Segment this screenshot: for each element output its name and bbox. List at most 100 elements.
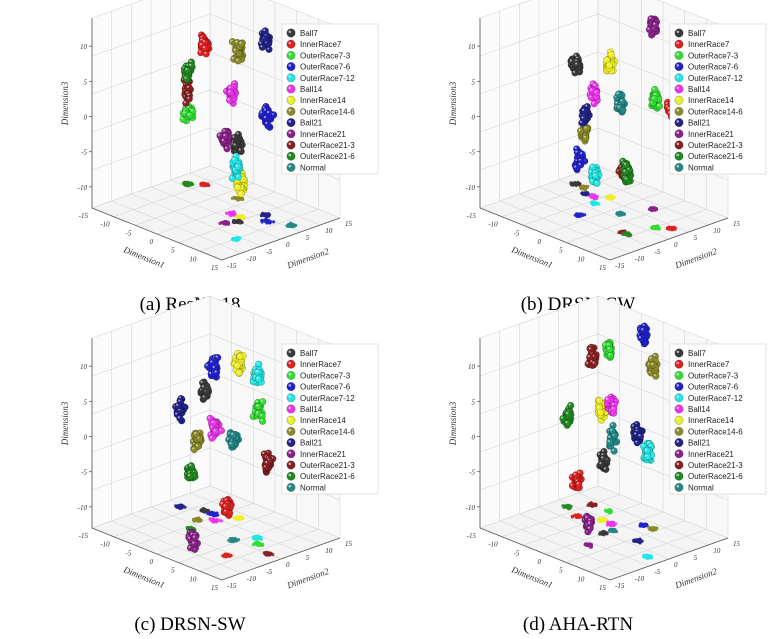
point-highlight xyxy=(236,132,239,135)
x-tick-label: -5 xyxy=(513,549,519,557)
legend-swatch-outerrace7-6 xyxy=(674,62,684,72)
point-highlight xyxy=(255,370,258,373)
point-highlight xyxy=(186,85,190,88)
data-point xyxy=(209,419,218,427)
y-tick-label: -15 xyxy=(227,582,237,590)
data-point xyxy=(230,133,238,142)
shadow-point xyxy=(608,528,612,532)
y-tick-label: -5 xyxy=(266,248,272,256)
z-axis-label: Dimension3 xyxy=(60,81,70,126)
data-point xyxy=(227,440,236,448)
shadow-point xyxy=(194,519,198,523)
data-point xyxy=(580,107,588,115)
point-highlight xyxy=(593,173,596,176)
data-point xyxy=(258,417,267,425)
point-highlight xyxy=(616,92,619,95)
shadow-point xyxy=(652,225,656,229)
shadow-point xyxy=(231,213,236,217)
point-highlight xyxy=(209,436,213,439)
z-tick-label: 5 xyxy=(84,398,88,406)
z-tick-label: -5 xyxy=(469,469,475,477)
y-tick-label: -5 xyxy=(654,248,660,256)
shadow-point xyxy=(592,503,597,507)
shadow-point xyxy=(221,554,225,558)
shadow-point xyxy=(232,238,237,242)
legend-swatch-highlight xyxy=(676,142,680,146)
data-point xyxy=(591,172,599,180)
floor-gridline xyxy=(190,172,321,226)
point-highlight xyxy=(594,90,597,93)
legend-swatch-highlight xyxy=(288,120,292,123)
point-highlight xyxy=(224,146,228,149)
data-point xyxy=(254,402,262,411)
shadow-point xyxy=(241,516,245,520)
z-tick-label: 10 xyxy=(468,43,476,51)
legend-swatch-highlight xyxy=(288,64,292,67)
point-highlight xyxy=(230,176,233,179)
point-highlight xyxy=(192,541,195,544)
data-point xyxy=(615,103,624,112)
legend-swatch-highlight xyxy=(288,97,292,101)
legend-label-outerrace21-6: OuterRace21-6 xyxy=(300,152,355,161)
data-point xyxy=(200,383,208,391)
legend-label-ball21: Ball21 xyxy=(688,119,711,128)
shadow-outerrace21-6 xyxy=(182,180,194,188)
shadow-point xyxy=(594,196,599,201)
point-highlight xyxy=(592,361,595,364)
point-highlight xyxy=(585,104,588,107)
legend-swatch-highlight xyxy=(288,361,292,365)
y-axis-label: Dimension2 xyxy=(673,246,719,271)
legend-swatch-ball14 xyxy=(674,84,684,94)
legend-label-ball14: Ball14 xyxy=(688,85,711,94)
shadow-point xyxy=(271,552,275,557)
legend-label-innerrace7: InnerRace7 xyxy=(688,40,730,49)
legend-label-normal: Normal xyxy=(688,163,714,172)
point-highlight xyxy=(226,437,229,440)
legend-swatch-outerrace14-6 xyxy=(286,426,296,436)
legend-swatch-highlight xyxy=(676,75,680,78)
point-highlight xyxy=(233,154,237,157)
y-tick-label: -15 xyxy=(615,262,625,270)
data-point xyxy=(200,393,209,402)
shadow-point xyxy=(223,220,227,224)
point-highlight xyxy=(235,164,238,167)
legend-swatch-outerrace14-6 xyxy=(286,106,296,116)
y-tick-label: 15 xyxy=(345,540,353,548)
point-highlight xyxy=(238,191,242,195)
data-point xyxy=(265,109,273,117)
shadow-point xyxy=(641,524,645,529)
shadow-point xyxy=(595,201,599,205)
shadow-ball14 xyxy=(224,210,238,217)
data-point xyxy=(590,100,598,108)
point-highlight xyxy=(234,363,238,366)
point-highlight xyxy=(215,355,218,358)
point-highlight xyxy=(223,133,226,137)
point-highlight xyxy=(178,399,181,402)
y-tick-label: 15 xyxy=(345,220,353,228)
z-tick-label: -10 xyxy=(466,184,476,192)
data-point xyxy=(182,75,191,83)
legend-swatch-innerrace7 xyxy=(286,359,296,369)
point-highlight xyxy=(219,428,222,431)
legend-swatch-highlight xyxy=(676,108,680,112)
point-highlight xyxy=(260,45,263,48)
point-highlight xyxy=(653,22,656,25)
legend-swatch-outerrace7-3 xyxy=(674,50,684,60)
shadow-outerrace7-6 xyxy=(260,218,276,225)
y-tick-label: 10 xyxy=(713,547,721,555)
legend-swatch-highlight xyxy=(288,153,292,157)
shadow-point xyxy=(265,551,269,555)
shadow-point xyxy=(263,212,267,216)
legend-swatch-outerrace7-3 xyxy=(286,50,296,60)
legend-swatch-highlight xyxy=(288,52,292,56)
point-highlight xyxy=(589,95,592,98)
legend-label-outerrace7-3: OuterRace7-3 xyxy=(300,51,351,60)
point-highlight xyxy=(578,162,581,166)
legend-label-ball14: Ball14 xyxy=(300,85,323,94)
point-highlight xyxy=(189,60,192,63)
legend-label-innerrace21: InnerRace21 xyxy=(300,450,346,459)
legend-label-outerrace7-6: OuterRace7-6 xyxy=(688,63,739,72)
y-tick-label: 5 xyxy=(306,554,310,562)
legend-swatch-highlight xyxy=(676,97,680,101)
legend-label-outerrace14-6: OuterRace14-6 xyxy=(688,107,743,116)
